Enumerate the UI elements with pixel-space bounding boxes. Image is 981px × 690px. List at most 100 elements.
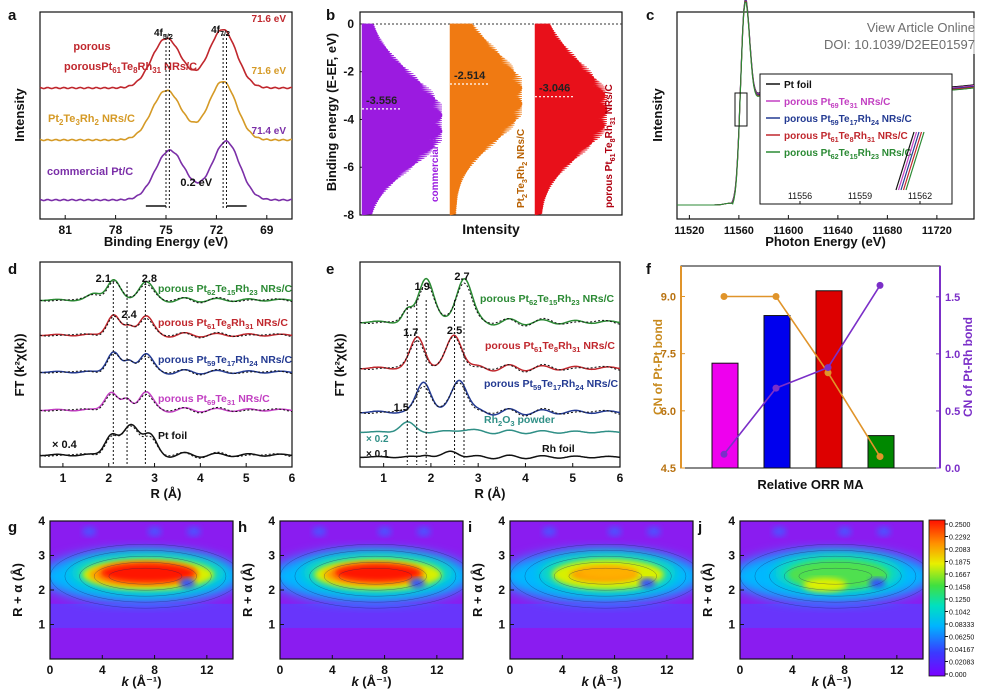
panel-label-b: b [326,7,335,24]
x-tick-label: 1 [380,471,387,485]
wt-spot [646,526,661,537]
ptrh-line [723,284,881,455]
y-tick-label: 2 [498,583,505,597]
wt-spot [147,526,162,537]
y-tick-label: 3 [38,549,45,563]
x-tick-label: 4 [559,663,566,677]
y-tick-label: 1 [268,618,275,632]
peak-label: 2.8 [142,273,157,285]
colorbar-tick-label: 0.04167 [949,647,974,654]
y-tick-label: 2 [38,583,45,597]
ft-line [360,421,621,435]
wt-spot [607,526,622,537]
y-tick-label-right: 1.0 [945,349,960,361]
y-tick-label: 2 [728,583,735,597]
x-tick-label: 3 [151,471,158,485]
ft-fit-line [39,352,293,376]
legend-label: porous Pt61Te8Rh31 NRs/C [784,131,908,144]
peak-energy-label: 71.4 eV [252,126,287,137]
colorbar-tick-label: 0.06250 [949,635,974,642]
legend-label: porous Pt59Te17Rh24 NRs/C [784,114,912,127]
legend-label: porous Pt62Te15Rh23 NRs/C [784,148,912,161]
dos-area [534,23,608,216]
x-tick-label: 69 [260,223,274,237]
wt-band [510,603,693,628]
series-label: Pt2Te3Rh2 NRs/C [516,129,529,208]
x-tick-label: 11560 [724,225,754,237]
wt-isoline [309,555,442,597]
series-label: porous Pt61Te8Rh31 NRs/C [604,84,617,208]
x-axis-title: Photon Energy (eV) [765,234,886,249]
series-label: commercial Pt/C [430,124,441,202]
colorbar-tick-label: 0.2500 [949,522,971,529]
y-tick-label: 3 [498,549,505,563]
y-axis-title-left: CN of Pt-Pt bond [651,319,665,415]
wt-spot [186,526,201,537]
x-tick-label: 11600 [773,225,803,237]
plot-frame [359,261,621,468]
series-label: porous Pt61Te8Rh31 NRs/C [485,340,615,354]
wt-isoline [568,567,643,585]
panel-b: 0 -2 -4 -6 -8 Intensity Binding energy (E-EF, … [324,11,623,237]
d-band-center-label: -2.514 [454,70,486,82]
colorbar-tick-label: 0.02083 [949,660,974,667]
x-tick-label: 5 [243,471,250,485]
x-axis-title: k (Å⁻¹) [121,674,161,689]
x-tick-label: 0 [507,663,514,677]
x-tick-label: 2 [105,471,112,485]
bar [711,362,739,469]
y-tick-label-left: 4.5 [661,463,676,475]
plot-frame [39,261,293,468]
series-label: Rh2O3 powder [484,414,555,428]
d-band-center-label: -3.046 [539,83,570,95]
y-tick-label-left: 7.5 [661,349,676,361]
y-tick-label-left: 6.0 [661,406,676,418]
colorbar-tick-label: 0.08333 [949,622,974,629]
x-tick-label: 78 [109,223,123,237]
peak-label: 2.4 [121,309,137,321]
y-tick-label: 3 [728,549,735,563]
colorbar-tick-label: 0.2083 [949,547,971,554]
panel-label-g: g [8,519,17,536]
y-tick-label: 1 [728,618,735,632]
wt-band [50,603,233,628]
series-label: porous Pt62Te15Rh23 NRs/C [480,293,615,307]
series-label: porous Pt59Te17Rh24 NRs/C [158,354,293,368]
inset-line [895,131,915,191]
wt-spot [312,526,327,537]
x-axis-title: k (Å⁻¹) [811,674,851,689]
x-tick-label: 4 [329,663,336,677]
peak-label: 2.5 [447,325,462,337]
article-overlay: View Article Online DOI: 10.1039/D2EE015… [821,18,977,54]
peak-label: 1.7 [403,327,418,339]
wt-peak [100,562,196,583]
y-tick-label-left: 9.0 [661,291,676,303]
y-axis-title: FT (k²χ(k)) [332,333,347,396]
wt-isoline [108,567,183,585]
y-tick-label: 1 [498,618,505,632]
x-axis-title: Binding Energy (eV) [104,234,228,249]
y-axis-title: Binding energy (E-EF, eV) [324,33,339,191]
y-tick-label: 1 [38,618,45,632]
wt-hole [869,578,886,589]
wt-isoline [769,555,902,597]
ft-line [360,450,621,460]
y-tick-label: 2 [268,583,275,597]
x-axis-title: R (Å) [474,486,505,501]
x-axis-title: k (Å⁻¹) [581,674,621,689]
inset-line [902,131,923,191]
wt-hole [639,578,656,589]
panel-c: 11520 11560 11600 11640 11680 11720 Photon Ene… [650,0,975,249]
wt-spot [876,526,891,537]
y-tick-label: 4 [728,514,735,528]
legend-label: porous Pt69Te31 NRs/C [784,97,890,110]
y-tick-label: -8 [343,208,354,222]
inset-line [905,131,925,191]
x-axis-title: Intensity [462,221,520,237]
x-tick-label: 8 [611,663,618,677]
view-article-link[interactable]: View Article Online [866,20,975,35]
peak-label: 2.1 [96,273,111,285]
series-label: Pt2Te3Rh2 NRs/C [48,113,135,127]
scale-label: × 0.4 [52,439,78,451]
